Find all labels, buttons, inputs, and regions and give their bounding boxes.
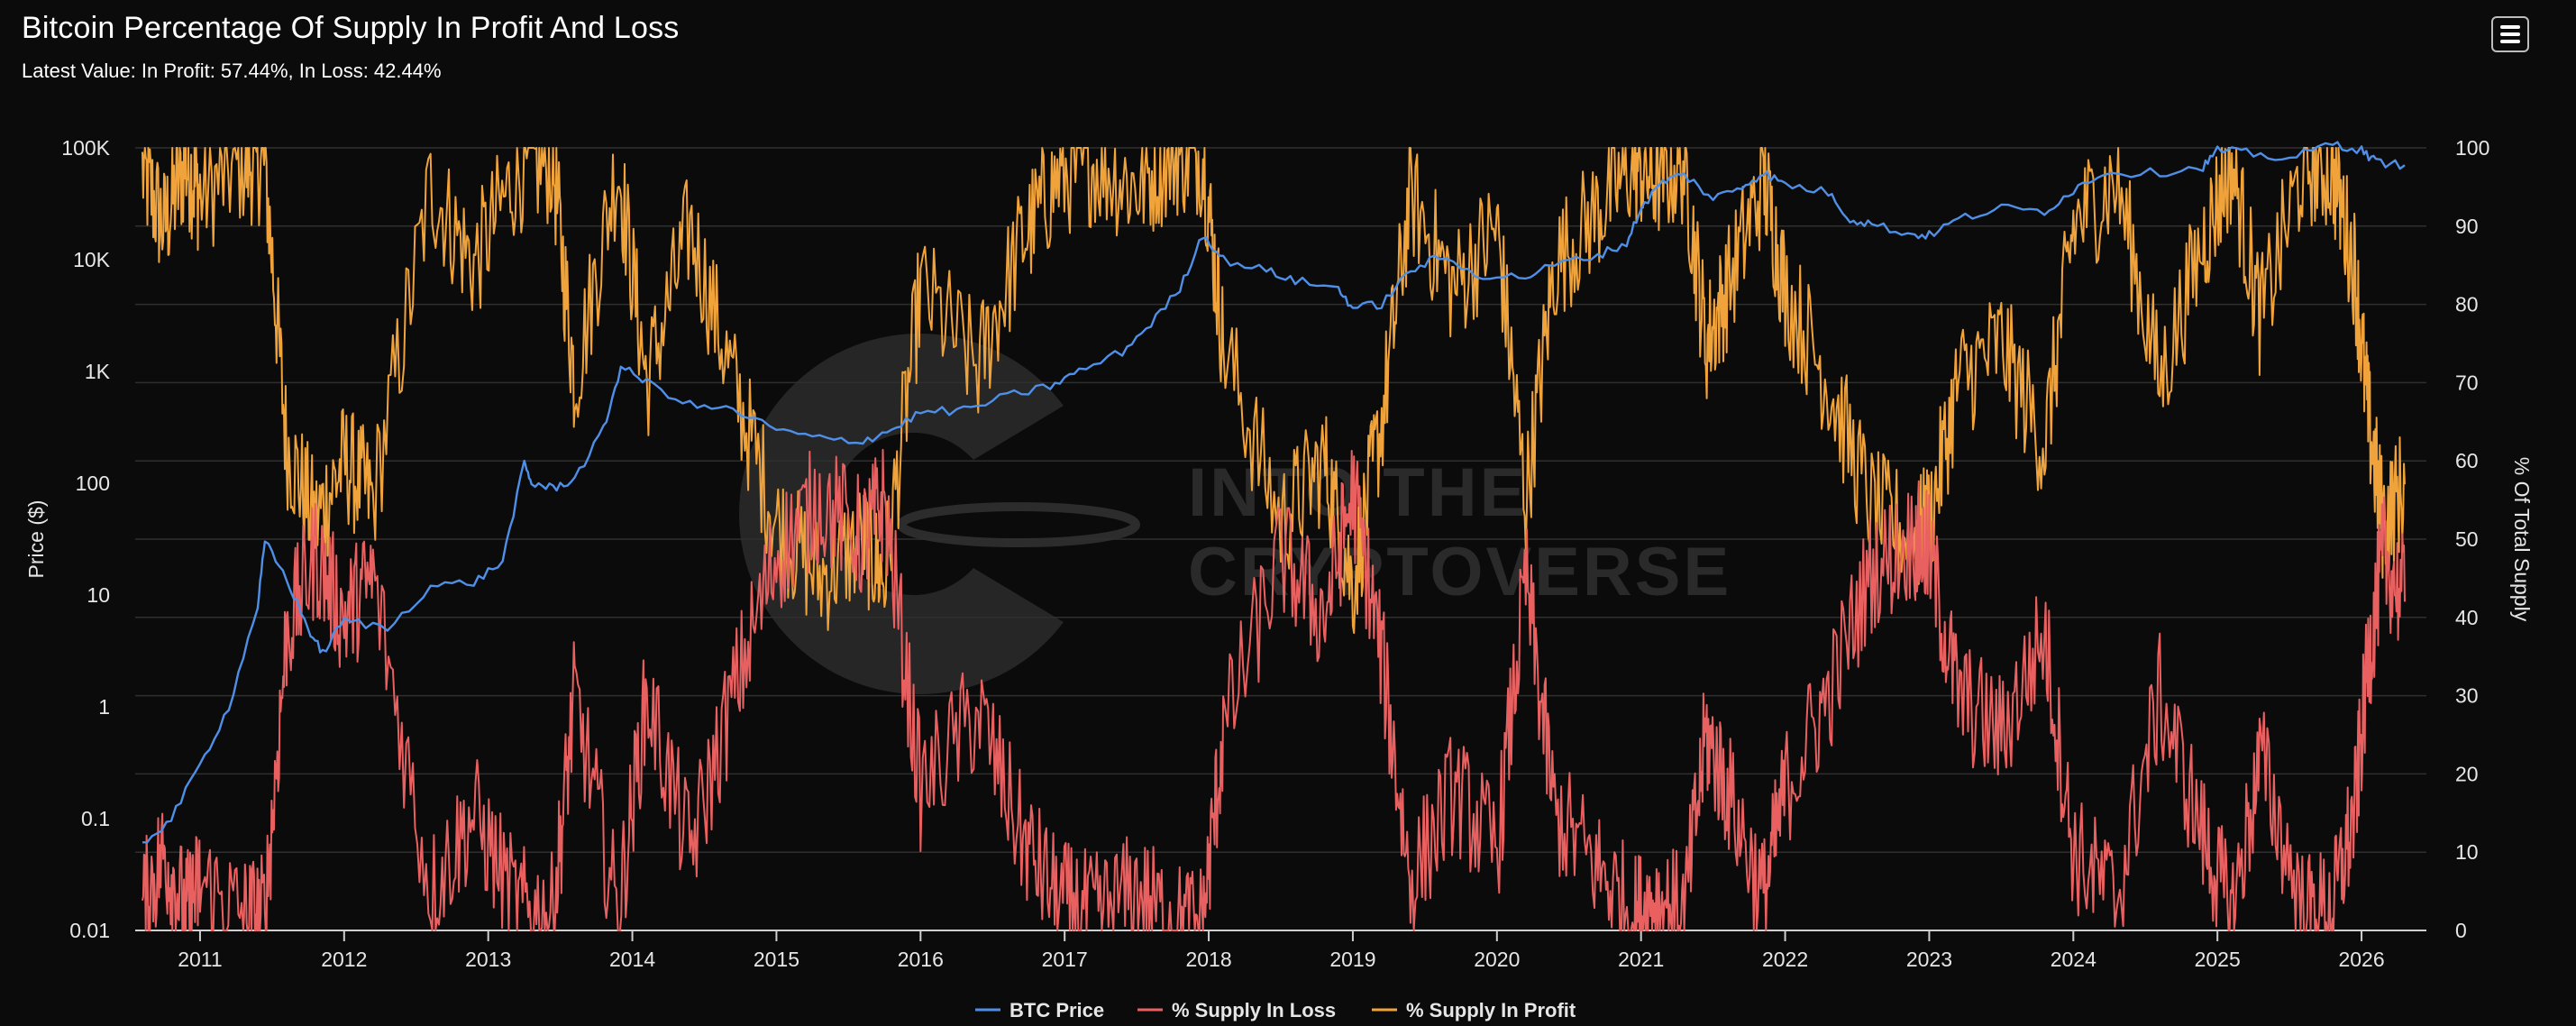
x-tick-label: 2022: [1762, 948, 1808, 971]
x-axis: 2011 2012 2013 2014 2015 2016 2017 2018 2019 2020…: [178, 930, 2385, 971]
y-left-tick-label: 1: [98, 695, 110, 719]
y-right-tick-label: 20: [2455, 762, 2479, 785]
series-line-supply-in-profit[interactable]: [142, 147, 2406, 635]
legend-label: % Supply In Loss: [1172, 999, 1336, 1021]
x-tick-label: 2017: [1042, 948, 1088, 971]
y-right-tick-label: 100: [2455, 136, 2489, 160]
y-right-tick-label: 80: [2455, 293, 2479, 316]
legend-label: BTC Price: [1009, 999, 1104, 1021]
series-line-supply-in-loss[interactable]: [142, 448, 2406, 931]
y-left-tick-label: 1K: [85, 360, 111, 383]
watermark-line2: CRYPTOVERSE: [1188, 534, 1731, 610]
y-left-tick-label: 10K: [73, 248, 111, 271]
series-line-btc-price[interactable]: [142, 141, 2406, 844]
y-axis-left-title: Price ($): [24, 500, 48, 579]
chart-subtitle: Latest Value: In Profit: 57.44%, In Loss…: [22, 60, 442, 82]
y-right-tick-label: 70: [2455, 371, 2479, 394]
x-tick-label: 2023: [1906, 948, 1952, 971]
y-axis-right: 0 10 20 30 40 50 60 70 80 90 100: [2455, 136, 2489, 942]
y-right-tick-label: 40: [2455, 606, 2479, 629]
y-right-tick-label: 10: [2455, 840, 2479, 864]
x-tick-label: 2016: [898, 948, 944, 971]
legend-item-supply-in-profit[interactable]: % Supply In Profit: [1372, 999, 1576, 1021]
y-right-tick-label: 0: [2455, 919, 2467, 942]
x-tick-label: 2011: [178, 948, 222, 971]
x-tick-label: 2026: [2338, 948, 2384, 971]
x-tick-label: 2012: [321, 948, 367, 971]
y-left-tick-label: 10: [87, 583, 110, 607]
legend: BTC Price % Supply In Loss % Supply In Pro…: [975, 999, 1576, 1021]
y-left-tick-label: 0.1: [81, 807, 110, 830]
x-tick-label: 2013: [465, 948, 511, 971]
y-axis-right-title: % Of Total Supply: [2510, 457, 2534, 622]
y-right-tick-label: 30: [2455, 684, 2479, 708]
x-tick-label: 2019: [1329, 948, 1375, 971]
x-tick-label: 2020: [1474, 948, 1520, 971]
y-right-tick-label: 60: [2455, 449, 2479, 472]
y-left-tick-label: 100: [76, 472, 110, 495]
x-tick-label: 2018: [1185, 948, 1231, 971]
y-right-tick-label: 50: [2455, 527, 2479, 551]
x-tick-label: 2025: [2195, 948, 2241, 971]
y-axis-left: 0.01 0.1 1 10 100 1K 10K 100K: [61, 136, 110, 942]
legend-item-btc-price[interactable]: BTC Price: [975, 999, 1104, 1021]
x-tick-label: 2014: [609, 948, 655, 971]
hamburger-menu-icon: [2500, 25, 2520, 29]
x-tick-label: 2024: [2051, 948, 2096, 971]
x-tick-label: 2015: [754, 948, 799, 971]
x-tick-label: 2021: [1618, 948, 1664, 971]
legend-item-supply-in-loss[interactable]: % Supply In Loss: [1137, 999, 1336, 1021]
chart-title: Bitcoin Percentage Of Supply In Profit A…: [22, 11, 680, 45]
legend-label: % Supply In Profit: [1406, 999, 1576, 1021]
y-left-tick-label: 100K: [61, 136, 110, 160]
y-left-tick-label: 0.01: [69, 919, 110, 942]
chart-menu-button[interactable]: [2491, 16, 2529, 52]
series-layer: [142, 141, 2406, 931]
y-right-tick-label: 90: [2455, 215, 2479, 238]
